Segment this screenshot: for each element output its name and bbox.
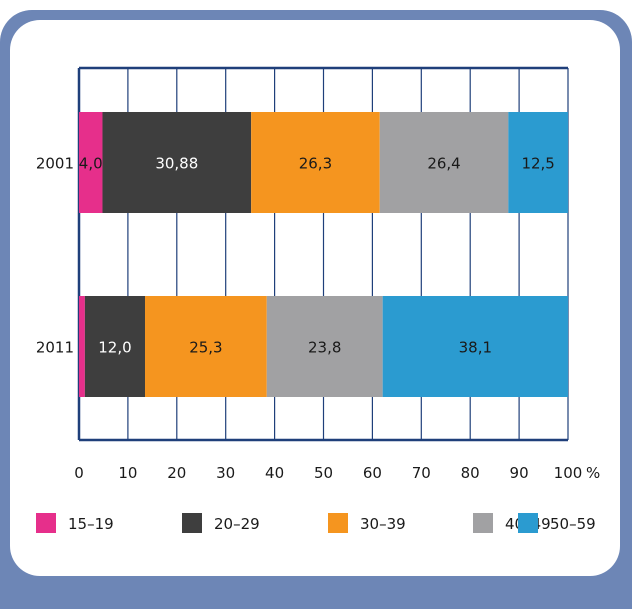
bar-segment-2011-40–49 — [266, 296, 383, 397]
bar-segment-2011-30–39 — [145, 296, 267, 397]
x-unit-label: % — [586, 464, 600, 482]
data-label: 38,1 — [459, 339, 492, 357]
bar-segment-2001-40–49 — [379, 112, 509, 213]
data-label: 4,0 — [79, 155, 103, 173]
x-tick-label: 60 — [363, 464, 382, 482]
category-label: 2011 — [36, 339, 74, 357]
x-tick-label: 90 — [510, 464, 529, 482]
x-tick-label: 10 — [118, 464, 137, 482]
x-tick-label: 70 — [412, 464, 431, 482]
data-label: 26,3 — [299, 155, 332, 173]
x-tick-label: 80 — [461, 464, 480, 482]
legend-label: 30–39 — [360, 515, 406, 533]
category-label: 2001 — [36, 155, 74, 173]
legend-swatch — [518, 513, 538, 533]
bar-segment-2001-30–39 — [251, 112, 380, 213]
x-tick-label: 30 — [216, 464, 235, 482]
legend-label: 20–29 — [214, 515, 260, 533]
legend-swatch — [36, 513, 56, 533]
legend-swatch — [473, 513, 493, 533]
x-tick-label: 100 — [554, 464, 583, 482]
bar-segment-2011-50–59 — [382, 296, 568, 397]
bar-segment-2001-50–59 — [508, 112, 568, 213]
data-label: 30,88 — [155, 155, 198, 173]
x-tick-label: 0 — [74, 464, 84, 482]
x-tick-label: 20 — [167, 464, 186, 482]
legend-label: 50–59 — [550, 515, 596, 533]
data-label: 25,3 — [189, 339, 222, 357]
bar-segment-2011-20–29 — [84, 296, 146, 397]
data-label: 23,8 — [308, 339, 341, 357]
x-tick-label: 40 — [265, 464, 284, 482]
legend-swatch — [328, 513, 348, 533]
legend-label: 15–19 — [68, 515, 114, 533]
bar-segment-2011-15–19 — [79, 296, 85, 397]
bar-segment-2001-20–29 — [102, 112, 252, 213]
data-label: 12,0 — [98, 339, 131, 357]
legend-swatch — [182, 513, 202, 533]
data-label: 26,4 — [427, 155, 460, 173]
x-tick-label: 50 — [314, 464, 333, 482]
bar-segment-2001-15–19 — [79, 112, 103, 213]
data-label: 12,5 — [521, 155, 554, 173]
